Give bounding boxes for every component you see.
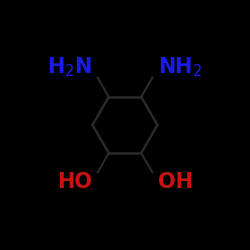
- Text: H$_2$N: H$_2$N: [47, 56, 92, 80]
- Text: NH$_2$: NH$_2$: [158, 56, 203, 80]
- Text: OH: OH: [158, 172, 193, 192]
- Text: HO: HO: [57, 172, 92, 192]
